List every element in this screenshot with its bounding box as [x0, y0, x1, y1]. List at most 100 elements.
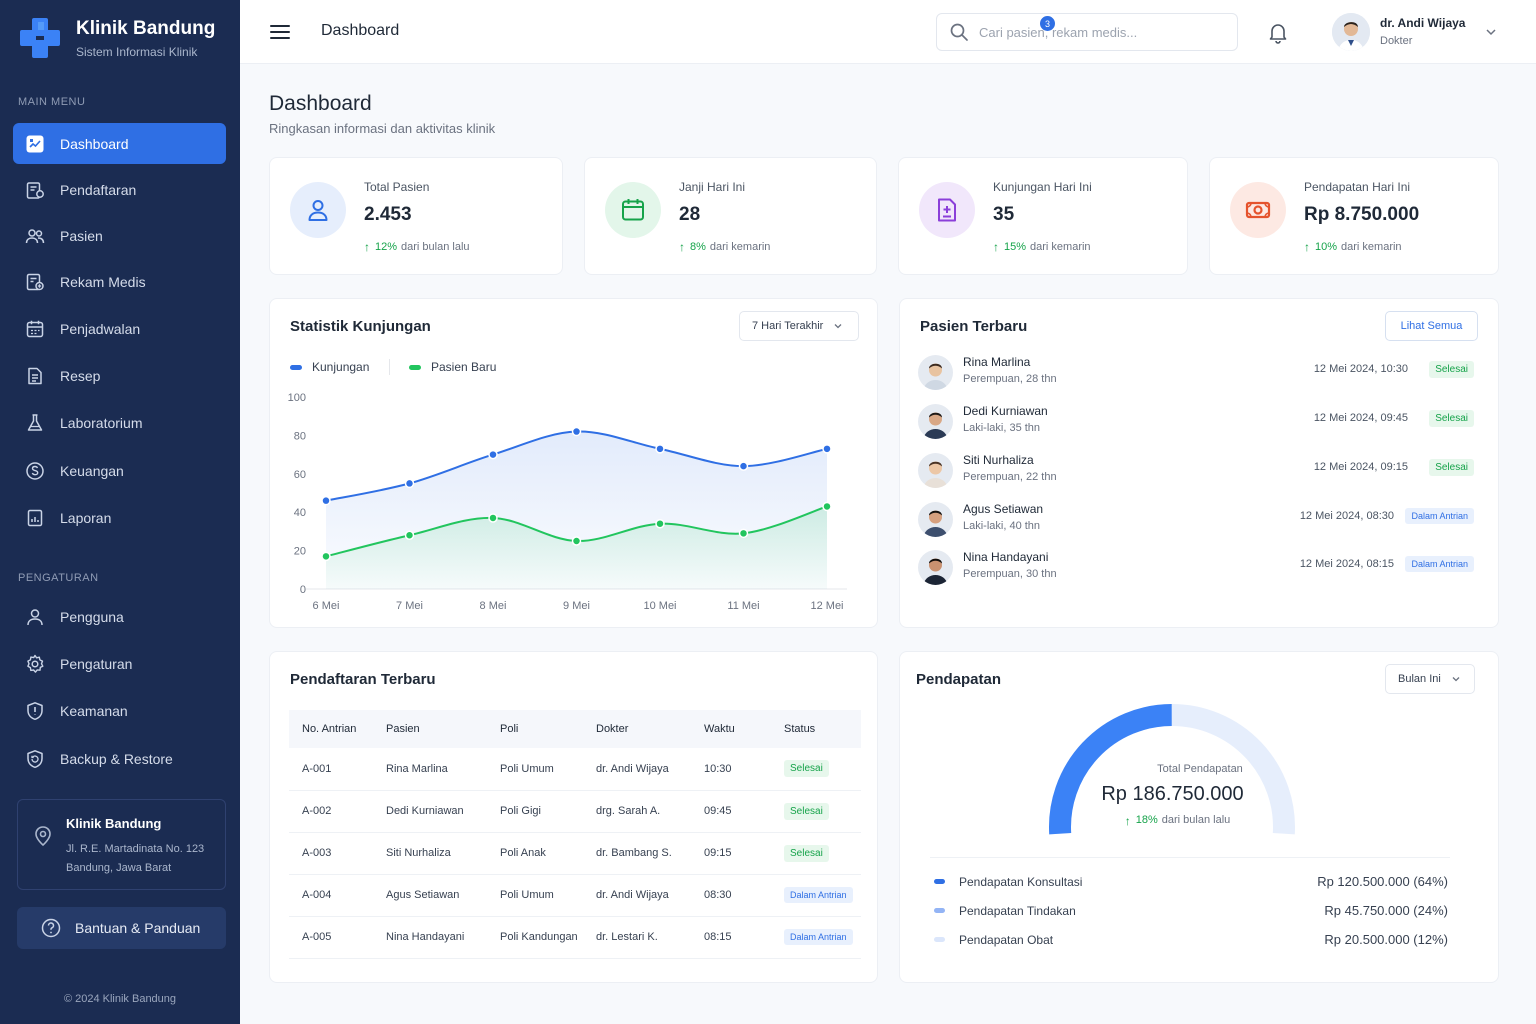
sidebar-item-label: Backup & Restore — [60, 750, 173, 767]
recent-patients-card: Pasien Terbaru Lihat Semua Rina Marlina … — [899, 298, 1499, 628]
stat-card-janji-hari-ini[interactable]: Janji Hari Ini 28 ↑ 8% dari kemarin — [584, 157, 877, 275]
stat-trend: ↑ 12% dari bulan lalu — [364, 240, 470, 254]
patient-avatar — [918, 550, 953, 585]
table-header-row: No. Antrian Pasien Poli Dokter Waktu Status — [289, 710, 861, 748]
sidebar-item-pengguna[interactable]: Pengguna — [13, 596, 226, 637]
revenue-gauge — [1049, 704, 1295, 835]
revenue-breakdown-item: Pendapatan Konsultasi Rp 120.500.000 (64… — [934, 874, 1448, 889]
sidebar-item-pasien[interactable]: Pasien — [13, 215, 226, 256]
arrow-up-icon: ↑ — [993, 240, 999, 254]
sidebar-item-rekam-medis[interactable]: Rekam Medis — [13, 261, 226, 302]
sidebar-item-penjadwalan[interactable]: Penjadwalan — [13, 308, 226, 349]
patient-list-item[interactable]: Agus Setiawan Laki-laki, 40 thn 12 Mei 2… — [918, 498, 1478, 542]
data-point — [488, 513, 498, 523]
revenue-item-amount: Rp 20.500.000 (12%) — [1324, 932, 1448, 947]
status-badge: Dalam Antrian — [1405, 508, 1474, 524]
brand[interactable]: Klinik Bandung Sistem Informasi Klinik — [16, 14, 215, 62]
patient-info: Laki-laki, 40 thn — [963, 520, 1041, 532]
clinic-cross-logo-icon — [20, 18, 60, 58]
stat-label: Total Pasien — [364, 180, 430, 194]
patient-list-item[interactable]: Nina Handayani Perempuan, 30 thn 12 Mei … — [918, 546, 1478, 590]
revenue-period-dropdown[interactable]: Bulan Ini — [1385, 664, 1475, 694]
help-guide-button[interactable]: Bantuan & Panduan — [17, 907, 226, 949]
page-subtitle: Ringkasan informasi dan aktivitas klinik — [269, 121, 496, 136]
user-menu[interactable]: dr. Andi Wijaya Dokter — [1332, 13, 1502, 53]
data-point — [404, 478, 415, 489]
data-point — [655, 444, 665, 454]
table-cell-time: 08:15 — [691, 916, 771, 959]
stat-value: 28 — [679, 204, 701, 225]
patient-list-item[interactable]: Dedi Kurniawan Laki-laki, 35 thn 12 Mei … — [918, 400, 1478, 444]
stat-trend: ↑ 10% dari kemarin — [1304, 240, 1402, 254]
recent-patients-title: Pasien Terbaru — [920, 318, 1028, 335]
legend-new-patients: Pasien Baru — [409, 360, 496, 374]
sidebar-item-laboratorium[interactable]: Laboratorium — [13, 402, 226, 443]
patient-visit-time: 12 Mei 2024, 10:30 — [1313, 363, 1408, 375]
table-cell-poli: Poli Umum — [487, 748, 583, 791]
stat-value: 2.453 — [364, 204, 412, 225]
table-cell-no: A-003 — [289, 832, 373, 875]
notification-count-badge: 3 — [1040, 16, 1055, 31]
sidebar-item-label: Pengaturan — [60, 655, 133, 672]
table-row[interactable]: A-003 Siti Nurhaliza Poli Anak dr. Bambang … — [289, 832, 861, 875]
status-badge: Selesai — [784, 802, 829, 820]
table-row[interactable]: A-002 Dedi Kurniawan Poli Gigi drg. Sarah A… — [289, 790, 861, 833]
calendar-icon — [605, 182, 661, 238]
search-input[interactable] — [979, 24, 1229, 40]
revenue-item-amount: Rp 120.500.000 (64%) — [1317, 874, 1448, 889]
table-row[interactable]: A-005 Nina Handayani Poli Kandungan dr. Les… — [289, 916, 861, 959]
sidebar-item-label: Pengguna — [60, 608, 124, 625]
notification-bell-icon[interactable] — [1266, 20, 1290, 44]
table-cell-no: A-004 — [289, 874, 373, 917]
table-cell-no: A-005 — [289, 916, 373, 959]
sidebar-item-backup-restore[interactable]: Backup & Restore — [13, 738, 226, 779]
sidebar-item-pendaftaran[interactable]: Pendaftaran — [13, 169, 226, 210]
stat-card-kunjungan-hari-ini[interactable]: Kunjungan Hari Ini 35 ↑ 15% dari kemarin — [898, 157, 1188, 275]
stat-trend-pct: 8% — [690, 241, 706, 253]
sidebar-item-pengaturan[interactable]: Pengaturan — [13, 643, 226, 684]
status-badge: Selesai — [1429, 410, 1474, 427]
sidebar-item-label: Keamanan — [60, 702, 128, 719]
table-cell-poli: Poli Anak — [487, 832, 583, 875]
data-point — [404, 530, 415, 540]
x-tick-label: 6 Mei — [313, 600, 340, 612]
revenue-swatch — [934, 879, 945, 884]
table-row[interactable]: A-001 Rina Marlina Poli Umum dr. Andi Wijay… — [289, 748, 861, 791]
view-all-patients-button[interactable]: Lihat Semua — [1385, 311, 1478, 341]
registrations-table: No. Antrian Pasien Poli Dokter Waktu Status A… — [289, 710, 861, 959]
y-tick-label: 20 — [294, 546, 306, 558]
series-area-1 — [326, 506, 827, 589]
table-row[interactable]: A-004 Agus Setiawan Poli Umum dr. Andi Wija… — [289, 874, 861, 917]
arrow-up-icon: ↑ — [679, 240, 685, 254]
user-role: Dokter — [1380, 35, 1413, 47]
hamburger-menu-icon[interactable] — [270, 22, 290, 42]
table-cell-doctor: dr. Andi Wijaya — [583, 874, 691, 917]
header-title: Dashboard — [321, 22, 400, 39]
patient-name: Agus Setiawan — [963, 502, 1044, 516]
status-badge: Selesai — [784, 844, 829, 862]
stat-label: Janji Hari Ini — [679, 180, 746, 194]
search-box[interactable] — [936, 13, 1238, 51]
sidebar-item-dashboard[interactable]: Dashboard — [13, 123, 226, 164]
visit-period-dropdown[interactable]: 7 Hari Terakhir — [739, 311, 859, 341]
arrow-up-icon: ↑ — [1304, 240, 1310, 254]
chevron-down-icon — [1452, 677, 1460, 682]
data-point — [571, 426, 582, 437]
sidebar-item-laporan[interactable]: Laporan — [13, 497, 226, 538]
visit-line-chart: 0 20 40 60 80 100 6 Mei 7 Mei 8 Mei 9 Mei 10 Mei 11… — [288, 392, 847, 612]
sidebar-item-label: Laporan — [60, 509, 112, 526]
table-cell-status: Selesai — [771, 748, 861, 791]
flask-icon — [25, 413, 45, 433]
registration-icon — [25, 180, 45, 200]
stat-card-total-pasien[interactable]: Total Pasien 2.453 ↑ 12% dari bulan lalu — [269, 157, 563, 275]
x-tick-label: 7 Mei — [396, 600, 423, 612]
patient-name: Nina Handayani — [963, 550, 1049, 564]
stat-card-pendapatan-hari-ini[interactable]: Pendapatan Hari Ini Rp 8.750.000 ↑ 10% d… — [1209, 157, 1499, 275]
patient-list-item[interactable]: Rina Marlina Perempuan, 28 thn 12 Mei 20… — [918, 351, 1478, 395]
sidebar-item-keuangan[interactable]: Keuangan — [13, 450, 226, 491]
patient-list-item[interactable]: Siti Nurhaliza Perempuan, 22 thn 12 Mei … — [918, 449, 1478, 493]
sidebar-item-keamanan[interactable]: Keamanan — [13, 690, 226, 731]
sidebar-item-resep[interactable]: Resep — [13, 355, 226, 396]
data-point — [321, 551, 331, 562]
status-badge: Dalam Antrian — [784, 929, 853, 945]
